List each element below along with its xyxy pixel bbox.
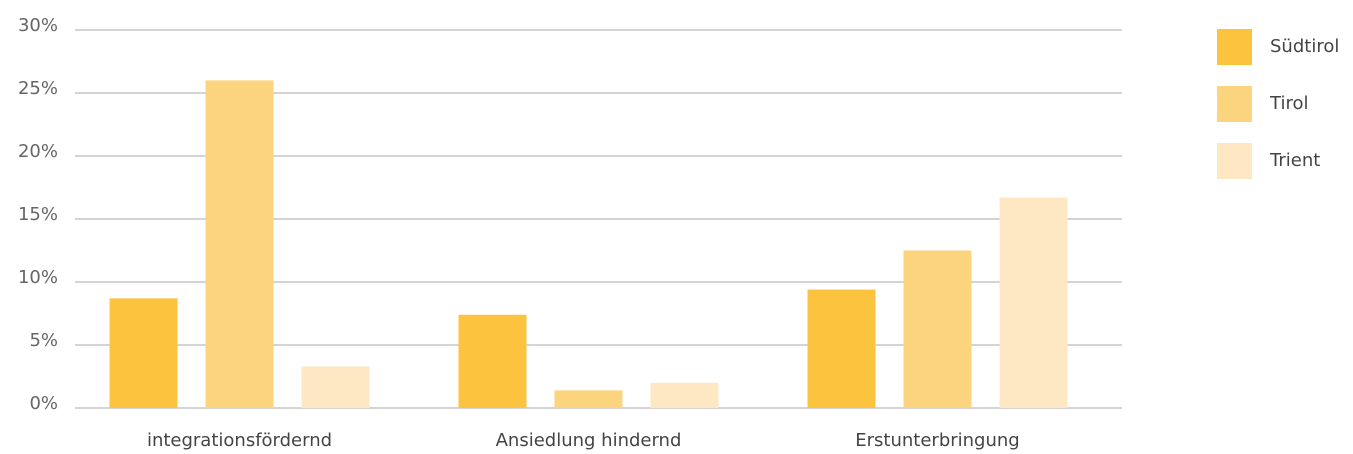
legend-label: Tirol [1269,93,1308,114]
y-tick-label: 0% [29,393,58,414]
bar [807,289,876,408]
bar [554,390,623,408]
y-tick-label: 25% [18,78,58,99]
y-tick-label: 15% [18,204,58,225]
bar [301,366,370,408]
y-tick-label: 20% [18,141,58,162]
bar [205,80,274,409]
legend-label: Trient [1269,150,1320,171]
legend-swatch [1217,29,1252,65]
y-tick-label: 5% [29,330,58,351]
bar [650,382,719,408]
bar [458,314,527,408]
x-tick-label: Ansiedlung hindernd [496,430,682,451]
x-tick-label: integrationsfördernd [147,430,332,451]
y-tick-label: 30% [18,15,58,36]
legend-swatch [1217,143,1252,179]
bar [999,197,1068,408]
bar [903,250,972,408]
bar [109,298,178,408]
x-tick-label: Erstunterbringung [855,430,1019,451]
y-tick-label: 10% [18,267,58,288]
legend-swatch [1217,86,1252,122]
legend-label: Südtirol [1270,36,1339,57]
